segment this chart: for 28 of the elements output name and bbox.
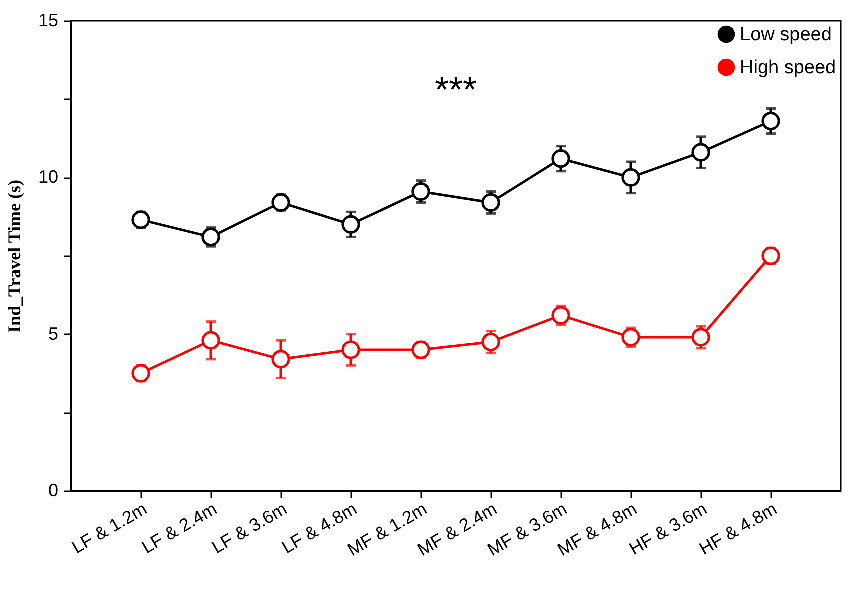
- point: [412, 340, 430, 360]
- legend-label: High speed: [740, 58, 836, 78]
- annotation: ***: [434, 69, 478, 110]
- y-axis-title: Ind_Travel Time (s): [4, 180, 24, 334]
- point: [552, 150, 570, 168]
- point: [202, 331, 220, 350]
- y-tick-label: 10: [38, 167, 58, 188]
- point: [622, 168, 640, 187]
- point: [132, 364, 150, 383]
- point: [412, 182, 430, 202]
- point: [622, 328, 640, 347]
- point: [482, 193, 500, 212]
- point: [202, 228, 220, 246]
- point: [272, 350, 290, 369]
- point: [342, 215, 360, 234]
- point: [132, 210, 150, 230]
- y-tick-label: 15: [38, 10, 58, 30]
- point: [552, 306, 570, 325]
- point: [482, 332, 500, 352]
- point: [762, 246, 780, 266]
- point: [762, 112, 780, 131]
- point: [272, 193, 290, 212]
- point: [692, 143, 710, 162]
- y-tick-label: 5: [48, 324, 58, 344]
- point: [342, 340, 360, 360]
- y-tick-label: 0: [48, 480, 58, 500]
- legend-label: Low speed: [740, 24, 832, 46]
- point: [692, 328, 710, 347]
